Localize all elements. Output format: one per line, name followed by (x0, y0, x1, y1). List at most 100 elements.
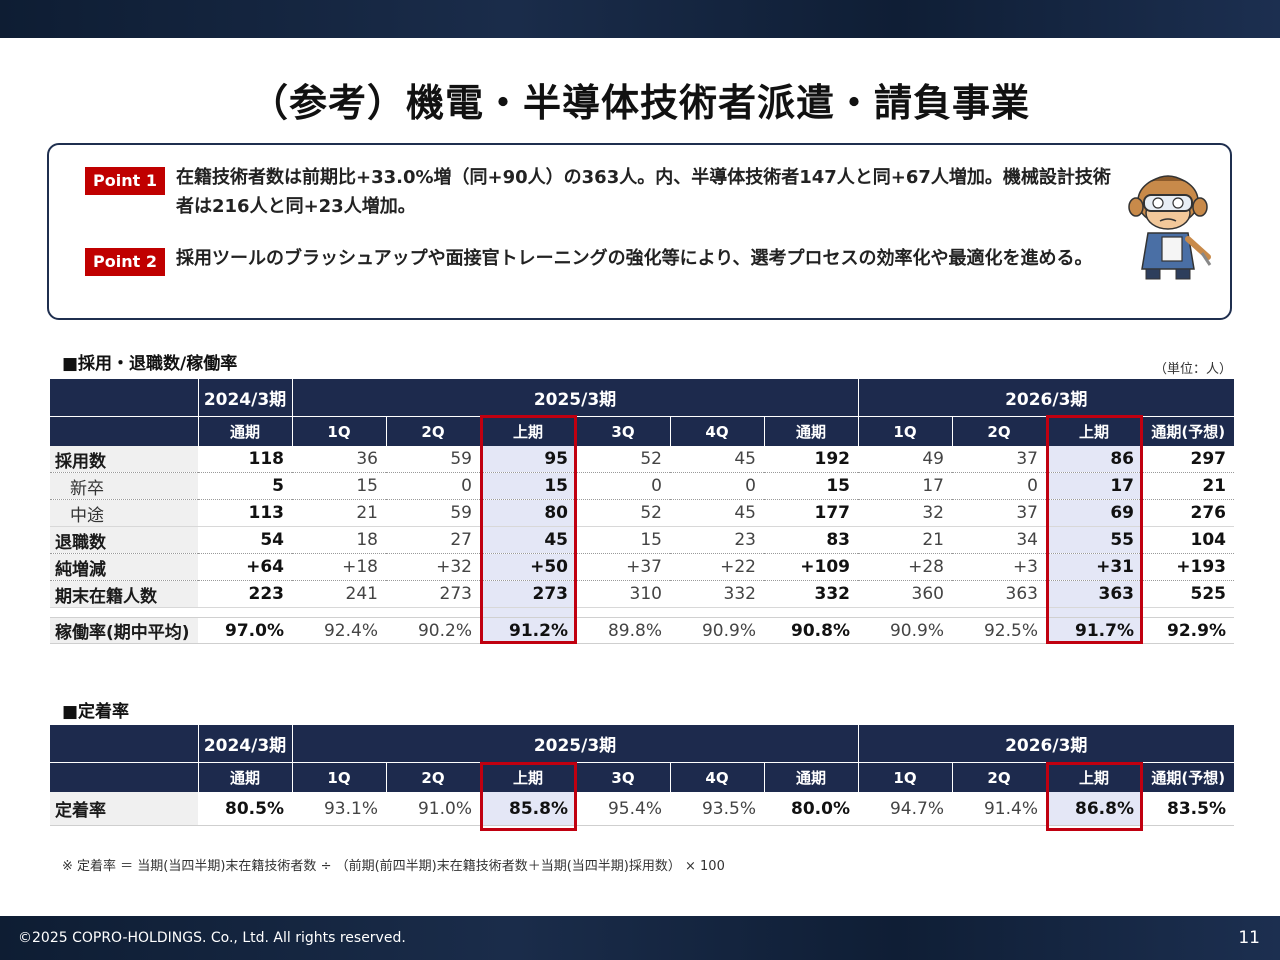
table-cell: +31 (1046, 553, 1142, 581)
table-cell: +37 (576, 553, 670, 581)
table-cell: 97.0% (198, 617, 292, 644)
row-label: 定着率 (50, 792, 198, 826)
table-cell: 34 (952, 526, 1046, 554)
table-cell: 52 (576, 446, 670, 473)
table-cell: 91.0% (386, 792, 480, 826)
table-cell: 21 (292, 499, 386, 527)
table-cell: +18 (292, 553, 386, 581)
period-header: 1Q (291, 416, 386, 446)
period-header: 1Q (857, 416, 952, 446)
table-cell: 223 (198, 580, 292, 608)
period-header: 1Q (291, 762, 386, 792)
table-cell: 80.5% (198, 792, 292, 826)
table-cell: +28 (858, 553, 952, 581)
table-cell: 91.2% (480, 617, 576, 644)
table-cell: 86 (1046, 446, 1142, 473)
year-header: 2024/3期 (197, 379, 292, 417)
table-cell: 94.7% (858, 792, 952, 826)
table-row: 期末在籍人数 223 241 273 273 310 332 332 360 363 363 525 (50, 580, 1234, 608)
table-row: 稼働率(期中平均) 97.0% 92.4% 90.2% 91.2% 89.8% 90.9% 9… (50, 617, 1234, 644)
table-cell: 85.8% (480, 792, 576, 826)
table-cell: 92.9% (1142, 617, 1234, 644)
period-header: 通期 (763, 416, 858, 446)
year-header: 2026/3期 (857, 725, 1234, 763)
table-cell: 93.1% (292, 792, 386, 826)
table-cell: 15 (480, 472, 576, 500)
period-header: 4Q (669, 762, 764, 792)
period-header: 通期 (197, 416, 292, 446)
table-cell: 310 (576, 580, 670, 608)
row-label: 稼働率(期中平均) (50, 617, 198, 644)
table-cell: 45 (480, 526, 576, 554)
table-cell: 91.4% (952, 792, 1046, 826)
corner-cell (50, 762, 198, 792)
table-cell: 93.5% (670, 792, 764, 826)
table-cell: 90.9% (670, 617, 764, 644)
footnote: ※ 定着率 ＝ 当期(当四半期)末在籍技術者数 ÷ （前期(前四半期)末在籍技術… (62, 859, 725, 874)
table-cell: 273 (386, 580, 480, 608)
table-cell: 45 (670, 446, 764, 473)
year-header: 2026/3期 (857, 379, 1234, 417)
points-box (47, 143, 1232, 320)
table-cell: 80.0% (764, 792, 858, 826)
table-cell: 118 (198, 446, 292, 473)
table-cell: 86.8% (1046, 792, 1142, 826)
table-cell: 17 (858, 472, 952, 500)
mascot-illustration (1128, 175, 1212, 280)
table-cell: 90.2% (386, 617, 480, 644)
table-cell: 54 (198, 526, 292, 554)
table-cell: 95 (480, 446, 576, 473)
table-cell: 363 (1046, 580, 1142, 608)
row-label: 退職数 (50, 526, 198, 554)
period-header: 2Q (385, 762, 480, 792)
table-cell: 0 (952, 472, 1046, 500)
period-header: 3Q (575, 762, 670, 792)
point1-text: 在籍技術者数は前期比+33.0%増（同+90人）の363人。内、半導体技術者14… (176, 167, 1111, 217)
year-header: 2025/3期 (291, 725, 858, 763)
table-cell: 332 (670, 580, 764, 608)
table-cell: 95.4% (576, 792, 670, 826)
table-cell: 32 (858, 499, 952, 527)
table-cell: 104 (1142, 526, 1234, 554)
table-row: 新卒 5 15 0 15 0 0 15 17 0 17 21 (50, 472, 1234, 500)
table-cell: 17 (1046, 472, 1142, 500)
table-cell: 15 (764, 472, 858, 500)
period-header: 2Q (951, 416, 1046, 446)
table-cell: 192 (764, 446, 858, 473)
table-cell: 332 (764, 580, 858, 608)
table-cell: +32 (386, 553, 480, 581)
table-cell: 0 (576, 472, 670, 500)
table-row: 中途 113 21 59 80 52 45 177 32 37 69 276 (50, 499, 1234, 527)
table-cell: 49 (858, 446, 952, 473)
copyright: ©2025 COPRO-HOLDINGS. Co., Ltd. All righ… (18, 930, 406, 946)
table-cell: 55 (1046, 526, 1142, 554)
recruitment-table: 2024/3期 2025/3期 2026/3期 通期 1Q 2Q 上期 3Q 4Q 通期 1Q… (50, 379, 1234, 644)
row-label: 採用数 (50, 446, 198, 473)
table-cell: 59 (386, 446, 480, 473)
point2-badge: Point 2 (85, 248, 165, 276)
row-label: 期末在籍人数 (50, 580, 198, 608)
table-cell: +109 (764, 553, 858, 581)
table-cell: 113 (198, 499, 292, 527)
table-cell: 21 (1142, 472, 1234, 500)
table-cell: 83.5% (1142, 792, 1234, 826)
table-cell: 59 (386, 499, 480, 527)
table-cell: +64 (198, 553, 292, 581)
table1-heading: ■採用・退職数/稼働率 (62, 354, 238, 374)
period-header: 通期 (197, 762, 292, 792)
table-cell: 5 (198, 472, 292, 500)
point2-text: 採用ツールのブラッシュアップや面接官トレーニングの強化等により、選考プロセスの効… (176, 248, 1093, 269)
period-header: 上期 (479, 416, 576, 446)
table-cell: 15 (292, 472, 386, 500)
retention-table: 2024/3期 2025/3期 2026/3期 通期 1Q 2Q 上期 3Q 4Q 通期 1Q… (50, 725, 1234, 826)
table-cell: +193 (1142, 553, 1234, 581)
table-cell: 23 (670, 526, 764, 554)
period-header: 1Q (857, 762, 952, 792)
table-cell: 90.8% (764, 617, 858, 644)
table-cell: 83 (764, 526, 858, 554)
period-header: 通期 (763, 762, 858, 792)
table-cell: 273 (480, 580, 576, 608)
period-header: 2Q (951, 762, 1046, 792)
table-cell: 45 (670, 499, 764, 527)
table2-heading: ■定着率 (62, 702, 130, 722)
